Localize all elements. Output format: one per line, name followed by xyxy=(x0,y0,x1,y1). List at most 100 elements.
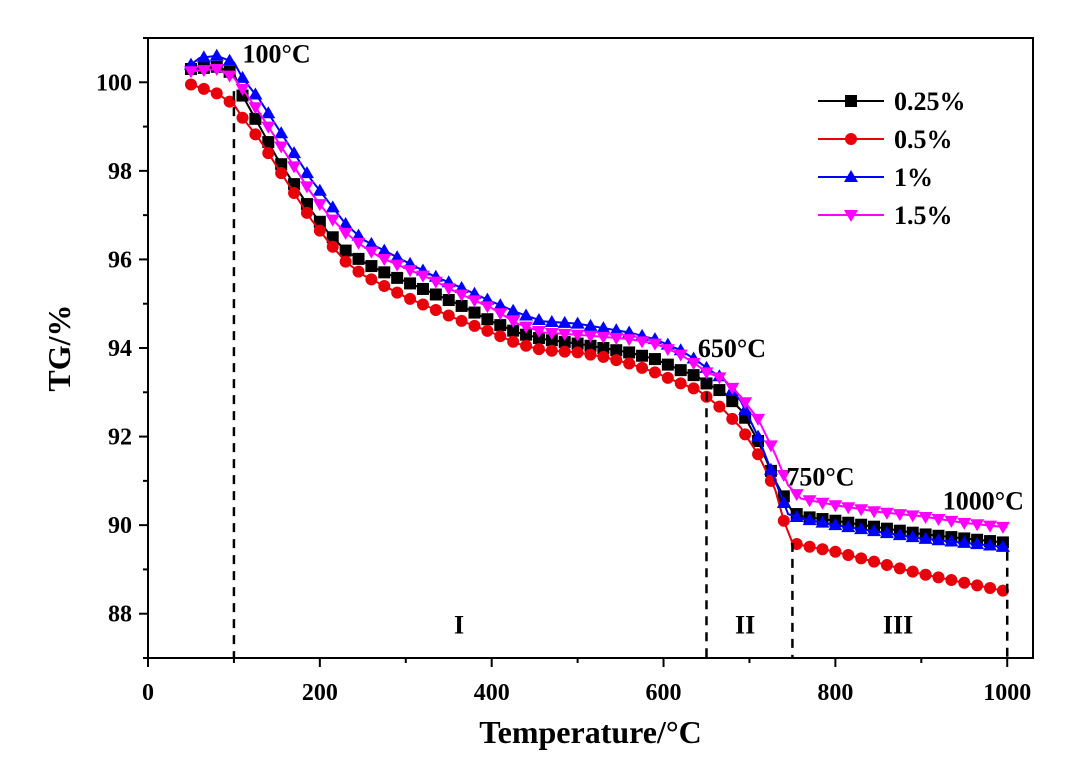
data-point xyxy=(442,309,455,322)
legend-marker xyxy=(844,170,858,182)
data-point xyxy=(661,358,674,371)
data-point xyxy=(351,237,366,250)
data-point xyxy=(352,252,365,265)
data-point xyxy=(455,299,468,312)
data-point xyxy=(945,574,958,587)
series-2 xyxy=(183,48,1010,552)
data-point xyxy=(636,349,649,362)
data-point xyxy=(610,354,623,367)
data-point xyxy=(196,65,211,78)
data-point xyxy=(841,502,856,515)
data-point xyxy=(249,112,262,125)
data-point xyxy=(248,87,263,100)
data-point xyxy=(867,506,882,519)
data-point xyxy=(892,509,907,522)
y-tick-label: 94 xyxy=(108,336,132,362)
data-point xyxy=(404,292,417,305)
data-point xyxy=(222,53,237,66)
series-1 xyxy=(184,78,1009,597)
data-point xyxy=(506,316,521,329)
data-point xyxy=(918,531,933,544)
data-point xyxy=(713,400,726,413)
data-point xyxy=(506,303,521,316)
data-point xyxy=(378,280,391,292)
data-point xyxy=(984,582,997,595)
data-point xyxy=(623,357,636,370)
data-point xyxy=(687,382,700,395)
data-point xyxy=(596,321,611,334)
data-point xyxy=(313,215,326,228)
data-point xyxy=(584,339,597,352)
data-point xyxy=(532,343,545,356)
data-point xyxy=(752,448,765,461)
data-point xyxy=(391,271,404,284)
data-point xyxy=(713,384,726,397)
data-point xyxy=(429,303,442,316)
series-line xyxy=(190,65,1008,544)
data-point xyxy=(377,254,392,267)
data-point xyxy=(738,397,753,410)
data-point xyxy=(494,330,507,343)
data-point xyxy=(364,236,379,249)
temperature-annotation: 650°C xyxy=(698,334,766,363)
data-point xyxy=(661,371,674,384)
legend-label: 0.25% xyxy=(894,87,966,116)
data-point xyxy=(660,344,675,357)
data-point xyxy=(648,366,661,379)
x-tick-label: 1000 xyxy=(983,680,1031,706)
y-axis-title: TG/% xyxy=(41,304,77,391)
data-point xyxy=(674,364,687,377)
data-point xyxy=(391,286,404,299)
data-point xyxy=(196,50,211,63)
data-point xyxy=(545,334,558,347)
data-point xyxy=(841,520,856,533)
data-point xyxy=(776,496,791,508)
data-point xyxy=(274,141,289,154)
data-point xyxy=(429,288,442,301)
data-point xyxy=(416,298,429,311)
temperature-annotation: 1000°C xyxy=(943,487,1024,516)
data-point xyxy=(261,106,276,119)
data-point xyxy=(763,440,778,453)
data-point xyxy=(442,294,455,307)
data-point xyxy=(481,324,494,337)
data-point xyxy=(558,335,571,348)
data-point xyxy=(352,265,365,278)
data-point xyxy=(983,520,998,533)
data-point xyxy=(803,540,816,553)
data-point xyxy=(815,515,830,528)
data-point xyxy=(364,246,379,259)
temperature-annotation: 750°C xyxy=(786,462,854,491)
series-line xyxy=(190,67,1008,529)
data-point xyxy=(365,260,378,273)
data-point xyxy=(184,78,197,91)
data-point xyxy=(842,549,855,562)
data-point xyxy=(326,240,339,253)
data-point xyxy=(700,377,713,390)
data-point xyxy=(520,339,533,352)
y-tick-label: 100 xyxy=(96,70,132,96)
data-point xyxy=(609,333,624,346)
data-point xyxy=(222,70,237,83)
data-point xyxy=(494,319,507,332)
data-point xyxy=(636,361,649,374)
data-point xyxy=(828,518,843,531)
data-point xyxy=(493,308,508,321)
data-point xyxy=(275,167,288,180)
data-point xyxy=(648,353,661,366)
data-point xyxy=(338,227,353,240)
data-point xyxy=(829,545,842,558)
data-point xyxy=(519,308,534,321)
data-point xyxy=(531,312,546,325)
data-point xyxy=(892,528,907,541)
data-point xyxy=(326,231,339,244)
data-point xyxy=(571,346,584,359)
data-point xyxy=(726,395,739,408)
data-point xyxy=(970,537,985,550)
data-point xyxy=(931,533,946,546)
data-point xyxy=(415,270,430,283)
data-point xyxy=(583,318,598,331)
data-point xyxy=(210,87,223,100)
x-tick-label: 200 xyxy=(302,680,338,706)
